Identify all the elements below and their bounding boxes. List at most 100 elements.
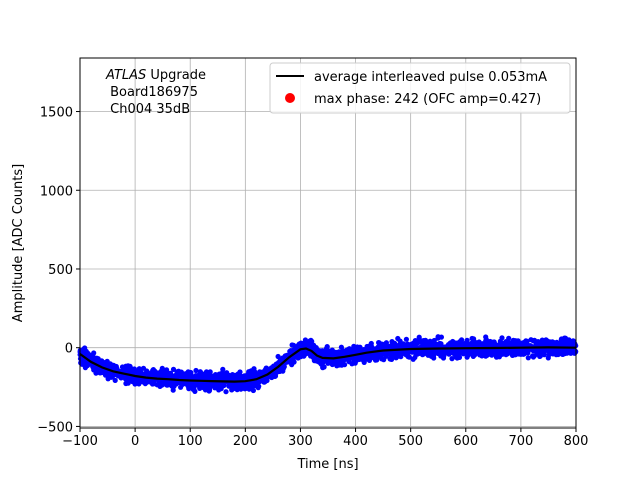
sample-point bbox=[488, 350, 494, 356]
sample-point bbox=[193, 367, 199, 374]
sample-point bbox=[83, 351, 89, 357]
average-pulse-path bbox=[79, 346, 577, 383]
sample-point bbox=[334, 363, 340, 369]
sample-point bbox=[120, 364, 126, 370]
sample-point bbox=[325, 360, 331, 366]
sample-point bbox=[560, 350, 566, 356]
legend-frame bbox=[269, 62, 571, 114]
sample-point bbox=[510, 337, 516, 343]
sample-point bbox=[372, 357, 379, 363]
sample-point bbox=[515, 338, 521, 344]
sample-point bbox=[476, 349, 482, 355]
sample-point bbox=[102, 361, 108, 367]
sample-point bbox=[213, 374, 219, 380]
sample-point bbox=[422, 337, 429, 343]
sample-point bbox=[558, 337, 564, 343]
sample-point bbox=[354, 354, 360, 360]
sample-point bbox=[78, 360, 84, 366]
sample-point bbox=[499, 350, 505, 356]
sample-point bbox=[181, 372, 187, 378]
sample-point bbox=[123, 376, 129, 382]
sample-point bbox=[317, 348, 323, 354]
sample-point bbox=[246, 383, 252, 389]
sample-point bbox=[322, 349, 328, 355]
sample-point bbox=[141, 379, 147, 385]
sample-point bbox=[140, 365, 147, 371]
sample-point bbox=[118, 375, 124, 381]
x-axis-ticks: −100 0 100 200 300 400 500 600 700 800 bbox=[62, 428, 588, 449]
sample-point bbox=[220, 366, 226, 372]
annotation-italic: ATLAS bbox=[105, 68, 146, 83]
sample-point bbox=[255, 385, 261, 391]
sample-point bbox=[368, 343, 374, 349]
sample-point bbox=[355, 346, 361, 352]
x-tick-label: 800 bbox=[564, 434, 589, 449]
sample-point bbox=[223, 389, 229, 395]
sample-point bbox=[531, 337, 538, 343]
y-tick-label: −500 bbox=[37, 420, 73, 435]
sample-point bbox=[321, 364, 327, 370]
sample-point bbox=[437, 340, 443, 347]
y-tick-label: 1500 bbox=[40, 106, 73, 121]
sample-point bbox=[471, 336, 477, 342]
sample-point bbox=[389, 343, 395, 349]
sample-point bbox=[316, 358, 322, 364]
sample-point bbox=[169, 373, 175, 379]
sample-point bbox=[238, 373, 244, 379]
sample-point bbox=[289, 342, 295, 348]
sample-point bbox=[567, 340, 573, 346]
sample-point bbox=[304, 349, 310, 355]
y-axis-label: Amplitude [ADC Counts] bbox=[11, 164, 26, 322]
sample-point bbox=[339, 362, 345, 368]
sample-point bbox=[506, 335, 512, 341]
sample-point bbox=[400, 341, 406, 347]
x-tick-label: 200 bbox=[233, 434, 258, 449]
sample-point bbox=[383, 340, 389, 346]
sample-point bbox=[508, 348, 514, 354]
sample-point bbox=[525, 355, 531, 361]
sample-point bbox=[308, 337, 314, 343]
sample-point bbox=[275, 353, 281, 360]
sample-point bbox=[365, 355, 371, 361]
sample-point bbox=[145, 377, 151, 383]
x-tick-label: 100 bbox=[178, 434, 203, 449]
sample-point bbox=[464, 354, 470, 360]
sample-point bbox=[412, 354, 418, 360]
sample-point bbox=[417, 348, 423, 354]
sample-point bbox=[365, 346, 371, 352]
sample-point bbox=[224, 370, 230, 376]
sample-point bbox=[479, 353, 485, 359]
sample-point bbox=[398, 354, 404, 360]
sample-point bbox=[546, 351, 552, 358]
sample-point bbox=[393, 355, 399, 361]
sample-point bbox=[351, 343, 357, 349]
sample-point bbox=[435, 334, 441, 340]
sample-point bbox=[147, 371, 153, 377]
sample-point bbox=[252, 369, 258, 375]
sample-point bbox=[82, 345, 88, 351]
sample-point bbox=[389, 356, 395, 362]
sample-point bbox=[340, 357, 346, 363]
atlas-annotation: ATLAS Upgrade Board186975 Ch004 35dB bbox=[105, 68, 206, 117]
sample-point bbox=[128, 365, 134, 371]
sample-point bbox=[461, 342, 467, 349]
sample-point bbox=[471, 340, 477, 346]
sample-point bbox=[439, 352, 445, 358]
sample-point bbox=[109, 362, 115, 368]
sample-point bbox=[246, 369, 252, 375]
sample-point bbox=[125, 380, 131, 386]
sample-point bbox=[330, 352, 336, 358]
sample-point bbox=[170, 366, 177, 372]
sample-point bbox=[376, 340, 382, 346]
x-axis-label: Time [ns] bbox=[296, 457, 358, 472]
plot-frame bbox=[79, 57, 577, 429]
sample-point bbox=[537, 353, 543, 359]
x-tick-label: 400 bbox=[343, 434, 368, 449]
sample-point bbox=[154, 382, 160, 388]
sample-point bbox=[170, 387, 176, 393]
y-tick-label: 500 bbox=[48, 263, 73, 278]
sample-point bbox=[169, 380, 176, 386]
sample-point bbox=[132, 379, 138, 385]
sample-point bbox=[99, 368, 105, 374]
